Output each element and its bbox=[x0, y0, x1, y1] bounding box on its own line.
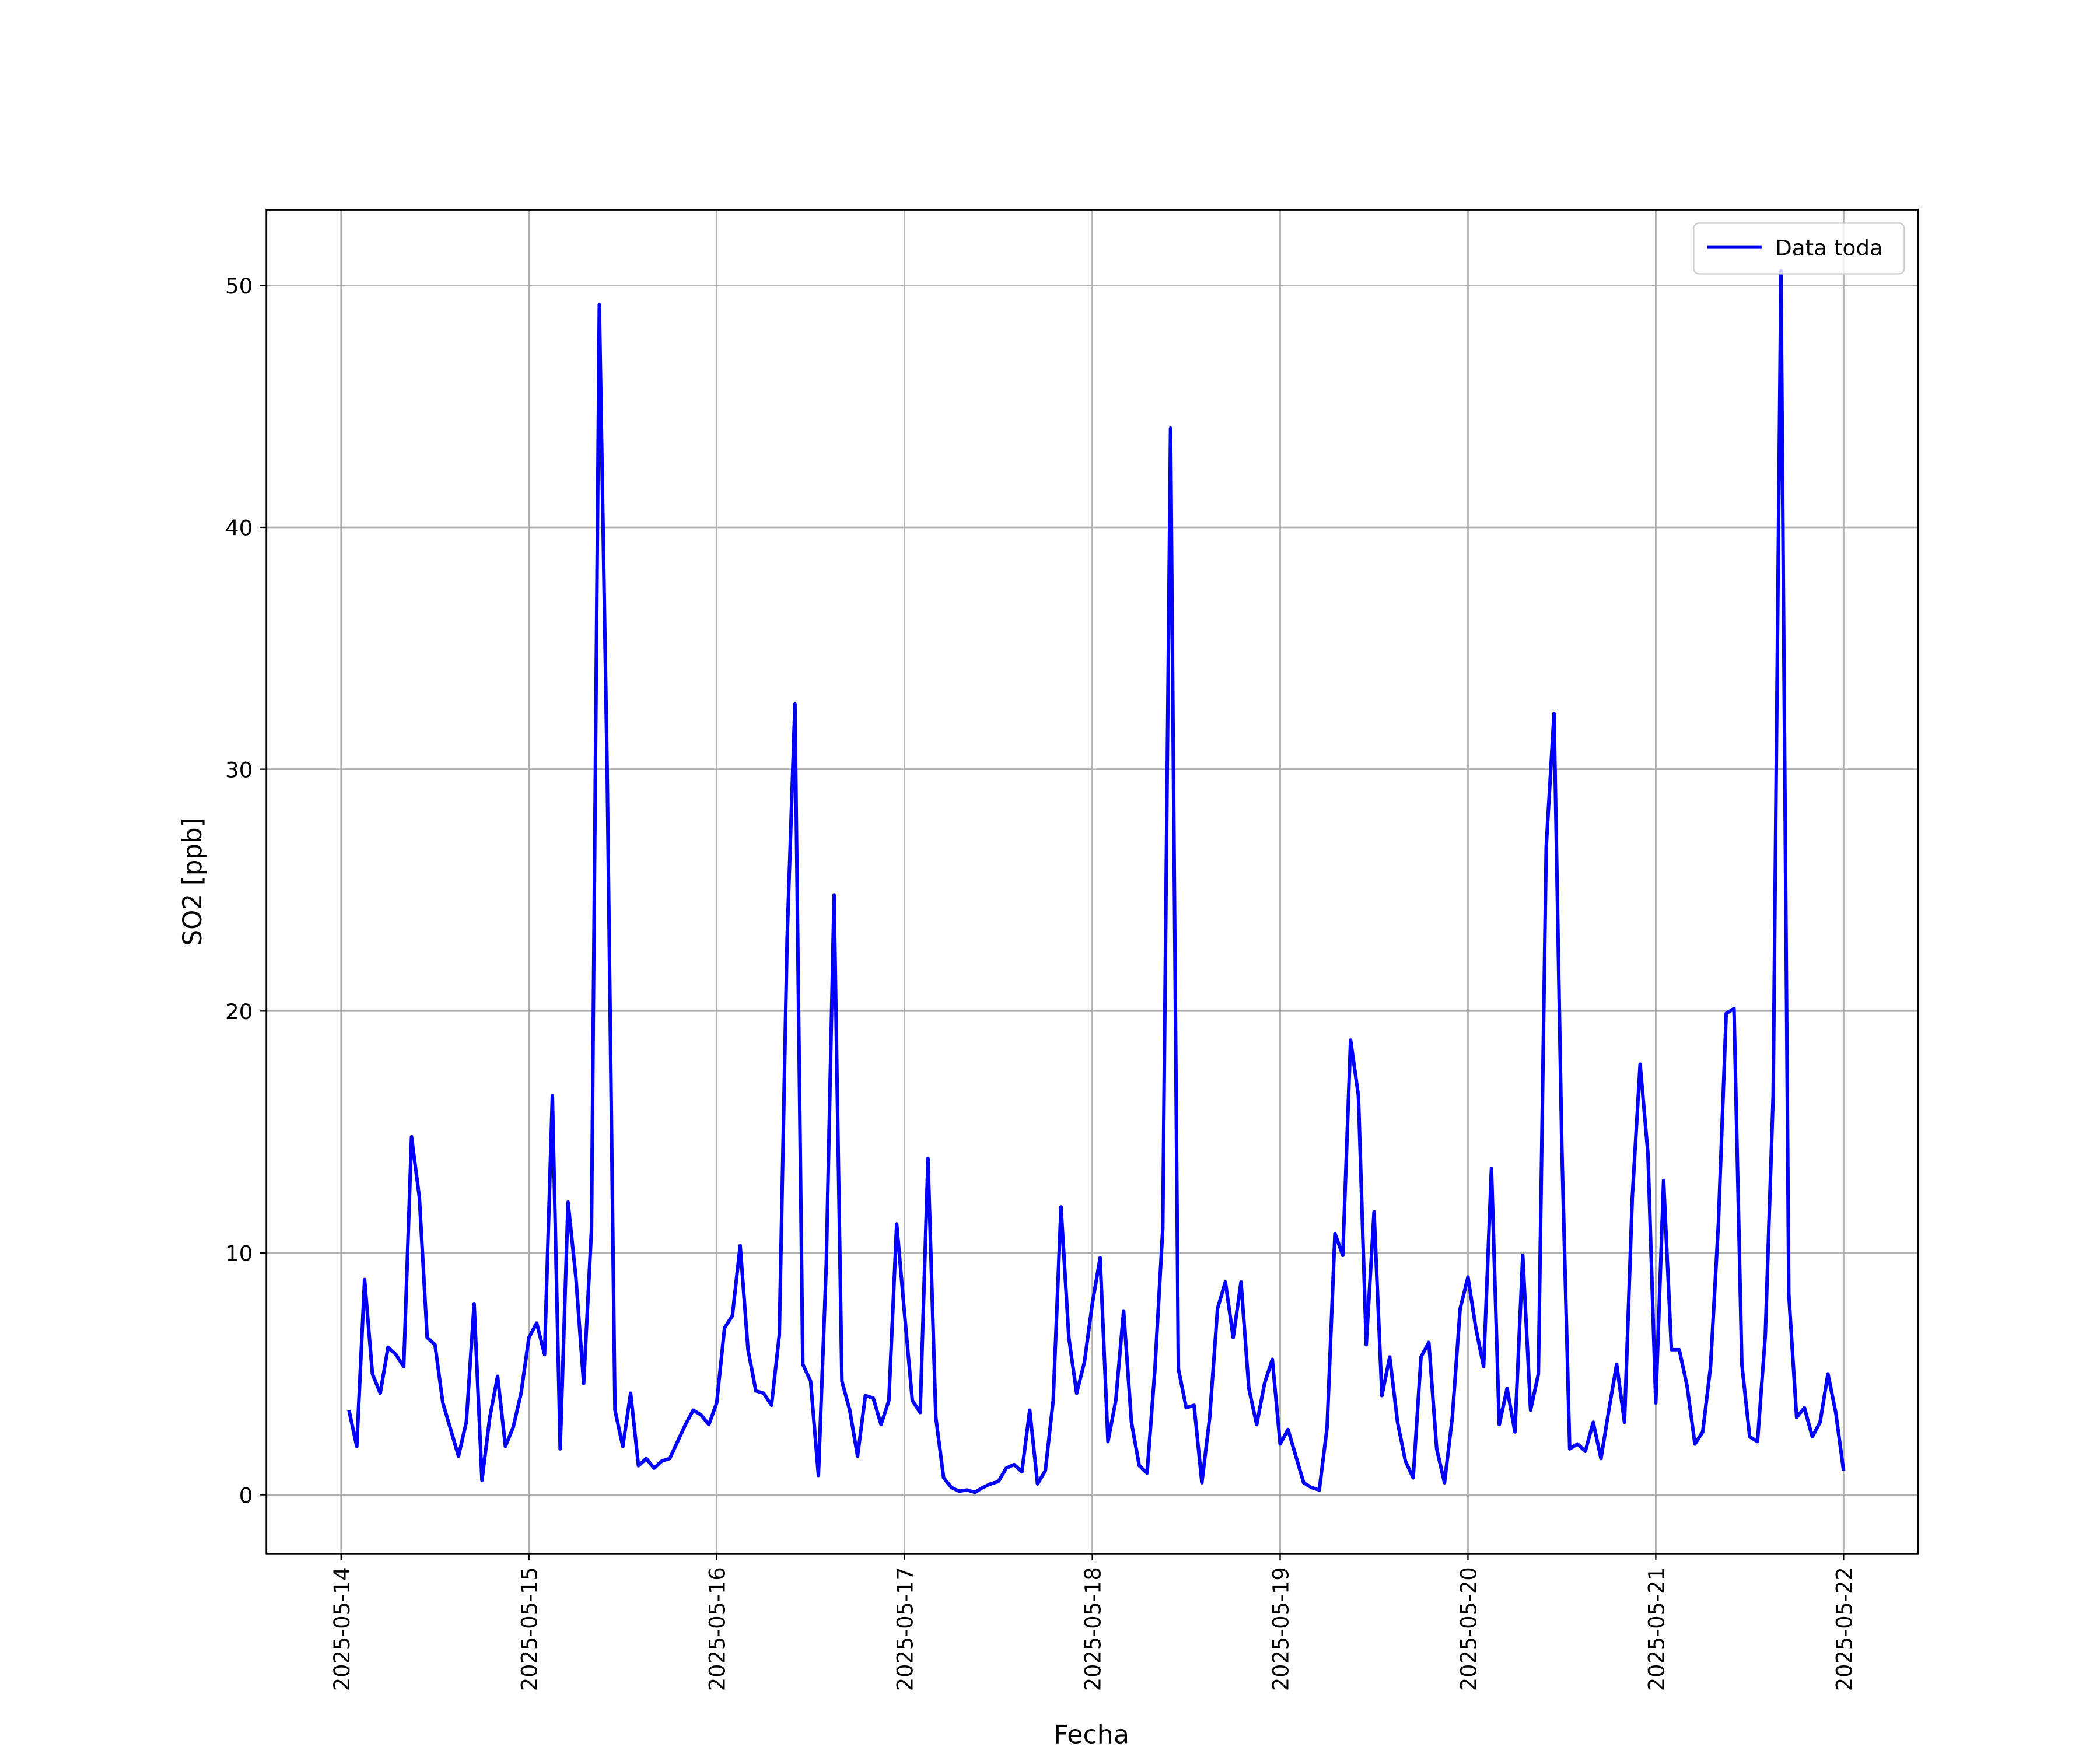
legend-label: Data toda bbox=[1775, 236, 1883, 261]
plot-frame bbox=[265, 209, 1919, 1555]
y-tick-label: 0 bbox=[239, 1483, 253, 1508]
x-tick-label: 2025-05-21 bbox=[1644, 1567, 1669, 1691]
data-line bbox=[347, 269, 1846, 1494]
y-tick-label: 20 bbox=[225, 999, 253, 1024]
x-tick-label: 2025-05-22 bbox=[1832, 1567, 1857, 1691]
x-tick-label: 2025-05-20 bbox=[1456, 1567, 1481, 1691]
y-axis-label: SO2 [ppb] bbox=[178, 817, 208, 946]
y-tick-label: 50 bbox=[225, 274, 253, 299]
x-tick-label: 2025-05-15 bbox=[517, 1567, 542, 1691]
legend-box bbox=[1693, 222, 1905, 275]
x-tick-label: 2025-05-14 bbox=[329, 1567, 354, 1691]
x-tick-label: 2025-05-18 bbox=[1080, 1567, 1105, 1691]
x-tick-label: 2025-05-19 bbox=[1268, 1567, 1293, 1691]
y-tick-label: 10 bbox=[225, 1241, 253, 1266]
y-tick-label: 40 bbox=[225, 516, 253, 541]
x-axis-label: Fecha bbox=[1054, 1720, 1129, 1750]
x-tick-label: 2025-05-16 bbox=[705, 1567, 730, 1691]
x-tick-label: 2025-05-17 bbox=[892, 1567, 918, 1691]
y-tick-label: 30 bbox=[225, 758, 253, 783]
